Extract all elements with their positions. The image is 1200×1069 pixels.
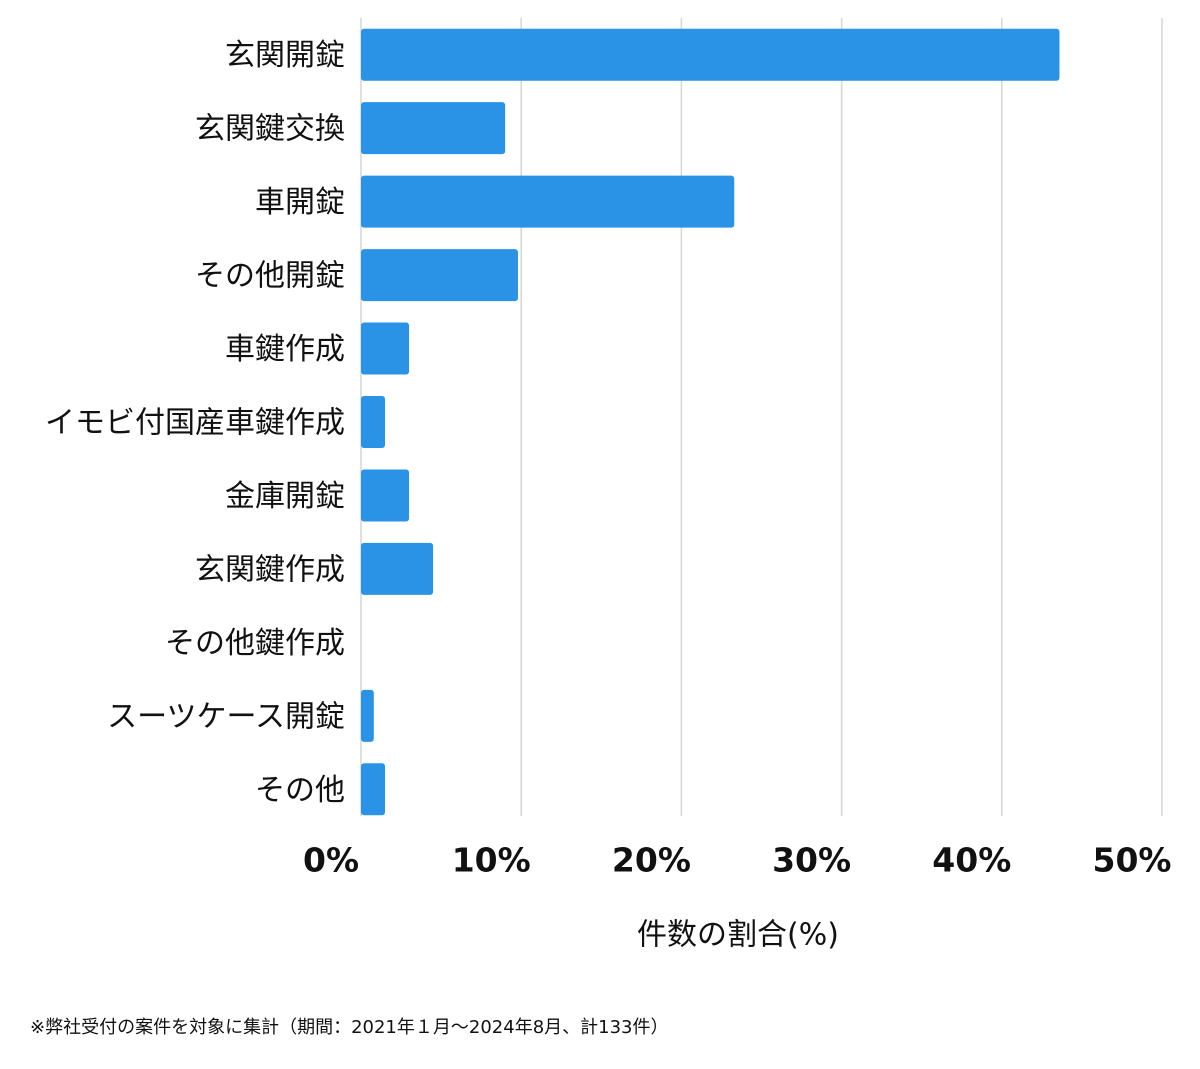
bar xyxy=(361,28,1060,81)
x-tick-label: 10% xyxy=(452,841,531,880)
bar xyxy=(361,175,735,228)
y-tick-label: 玄関開錠 xyxy=(225,38,345,73)
y-tick-label: その他鍵作成 xyxy=(165,626,345,661)
x-tick-label: 30% xyxy=(772,841,851,880)
x-tick-label: 40% xyxy=(932,841,1011,880)
bar xyxy=(361,689,374,742)
bar xyxy=(361,763,386,816)
y-tick-label: イモビ付国産車鍵作成 xyxy=(45,406,345,441)
footnote: ※弊社受付の案件を対象に集計（期間：2021年１月〜2024年8月、計133件） xyxy=(30,1017,669,1038)
y-tick-label: 車鍵作成 xyxy=(225,332,345,367)
bar xyxy=(361,102,506,155)
bar xyxy=(361,396,386,448)
x-tick-label: 20% xyxy=(612,841,691,880)
y-tick-label: その他 xyxy=(255,773,345,808)
y-tick-label: 玄関鍵作成 xyxy=(195,552,345,587)
x-axis-title: 件数の割合(%) xyxy=(637,918,839,953)
y-tick-label: 玄関鍵交換 xyxy=(195,112,345,147)
y-tick-label: スーツケース開錠 xyxy=(107,699,345,734)
bar xyxy=(361,249,518,302)
y-tick-label: 金庫開錠 xyxy=(225,479,345,514)
x-tick-label: 50% xyxy=(1093,841,1172,880)
x-tick-label: 0% xyxy=(303,841,359,880)
bar xyxy=(361,542,434,595)
y-tick-label: その他開錠 xyxy=(195,259,345,294)
y-tick-label: 車開錠 xyxy=(255,185,345,220)
bar xyxy=(361,469,410,522)
bar xyxy=(361,322,410,375)
